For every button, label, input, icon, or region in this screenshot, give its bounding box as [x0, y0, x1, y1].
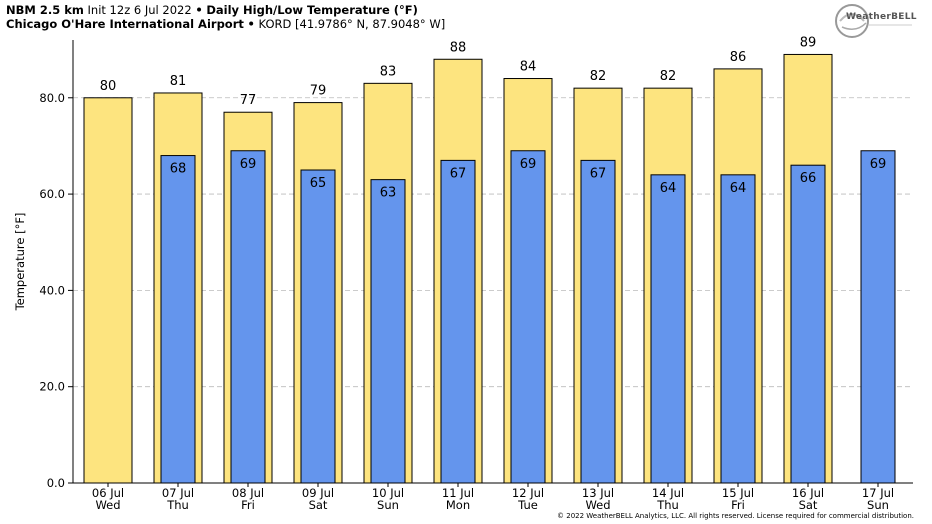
- y-tick-label: 60.0: [39, 187, 65, 201]
- copyright-notice: © 2022 WeatherBELL Analytics, LLC. All r…: [557, 512, 914, 520]
- bullet-separator: •: [247, 17, 255, 31]
- low-temp-bar: [160, 155, 196, 484]
- low-temp-label: 69: [870, 157, 887, 172]
- init-time: Init 12z 6 Jul 2022: [87, 3, 192, 17]
- x-tick-label-date: 08 Jul: [232, 486, 264, 500]
- x-tick-label-weekday: Sat: [309, 498, 328, 512]
- x-tick-label-date: 15 Jul: [722, 486, 754, 500]
- high-temp-label: 88: [450, 40, 467, 55]
- low-temp-bar: [300, 169, 336, 484]
- x-tick-label-date: 13 Jul: [582, 486, 614, 500]
- x-tick-label-weekday: Thu: [166, 498, 189, 512]
- low-temp-bar: [790, 164, 826, 484]
- low-temp-label: 67: [590, 166, 607, 181]
- low-temp-label: 66: [800, 171, 817, 186]
- high-temp-label: 83: [380, 64, 397, 79]
- x-tick-label-weekday: Fri: [241, 498, 255, 512]
- station-name: Chicago O'Hare International Airport: [6, 17, 244, 31]
- high-temp-label: 82: [660, 69, 677, 84]
- high-temp-label: 86: [730, 50, 747, 65]
- low-temp-bar: [720, 174, 756, 484]
- chart-header-line-2: Chicago O'Hare International Airport • K…: [6, 17, 445, 31]
- high-temp-label: 80: [100, 79, 117, 94]
- x-tick-label-weekday: Sun: [377, 498, 399, 512]
- chart-header-line-1: NBM 2.5 km Init 12z 6 Jul 2022 • Daily H…: [6, 3, 418, 17]
- y-axis-label: Temperature [°F]: [13, 213, 27, 312]
- x-tick-label-date: 14 Jul: [652, 486, 684, 500]
- low-temp-bar: [580, 159, 616, 484]
- x-tick-label-weekday: Wed: [95, 498, 120, 512]
- low-temp-label: 64: [730, 181, 747, 196]
- x-tick-label-weekday: Fri: [731, 498, 745, 512]
- x-tick-label-date: 16 Jul: [792, 486, 824, 500]
- low-temp-label: 68: [170, 162, 187, 177]
- low-temp-bar: [860, 150, 896, 484]
- swirl-logo-icon: [835, 4, 912, 38]
- high-temp-bar: [83, 97, 133, 484]
- logo-text: WeatherBELL: [846, 12, 917, 22]
- high-temp-label: 81: [170, 74, 187, 89]
- y-tick-label: 40.0: [39, 283, 65, 297]
- y-tick-label: 20.0: [39, 380, 65, 394]
- x-tick-label-date: 09 Jul: [302, 486, 334, 500]
- low-temp-bar: [510, 150, 546, 484]
- high-temp-label: 79: [310, 84, 327, 99]
- low-temp-label: 65: [310, 176, 327, 191]
- x-tick-label-date: 17 Jul: [862, 486, 894, 500]
- x-tick-label-weekday: Tue: [517, 498, 538, 512]
- low-temp-label: 69: [240, 157, 257, 172]
- x-tick-label-weekday: Sun: [867, 498, 889, 512]
- y-tick-label: 0.0: [47, 476, 65, 490]
- low-temp-bar: [440, 159, 476, 484]
- bullet-separator: •: [195, 3, 203, 17]
- model-name: NBM 2.5 km: [6, 3, 84, 17]
- low-temp-bar: [230, 150, 266, 484]
- high-temp-label: 82: [590, 69, 607, 84]
- x-tick-label-date: 07 Jul: [162, 486, 194, 500]
- low-temp-label: 64: [660, 181, 677, 196]
- high-temp-label: 89: [800, 35, 817, 50]
- x-tick-label-weekday: Mon: [446, 498, 470, 512]
- y-tick-label: 80.0: [39, 91, 65, 105]
- low-temp-label: 63: [380, 186, 397, 201]
- x-tick-label-weekday: Sat: [799, 498, 818, 512]
- high-temp-label: 84: [520, 60, 537, 75]
- x-tick-label-date: 06 Jul: [92, 486, 124, 500]
- low-temp-label: 67: [450, 166, 467, 181]
- x-tick-label-date: 11 Jul: [442, 486, 474, 500]
- weatherbell-logo: WeatherBELL: [832, 3, 917, 39]
- x-tick-label-date: 10 Jul: [372, 486, 404, 500]
- x-tick-label-date: 12 Jul: [512, 486, 544, 500]
- x-tick-label-weekday: Thu: [656, 498, 679, 512]
- product-title: Daily High/Low Temperature (°F): [206, 3, 418, 17]
- low-temp-label: 69: [520, 157, 537, 172]
- high-temp-label: 77: [240, 93, 257, 108]
- x-tick-label-weekday: Wed: [585, 498, 610, 512]
- low-temp-bar: [650, 174, 686, 484]
- station-info: KORD [41.9786° N, 87.9048° W]: [258, 17, 446, 31]
- low-temp-bar: [370, 179, 406, 484]
